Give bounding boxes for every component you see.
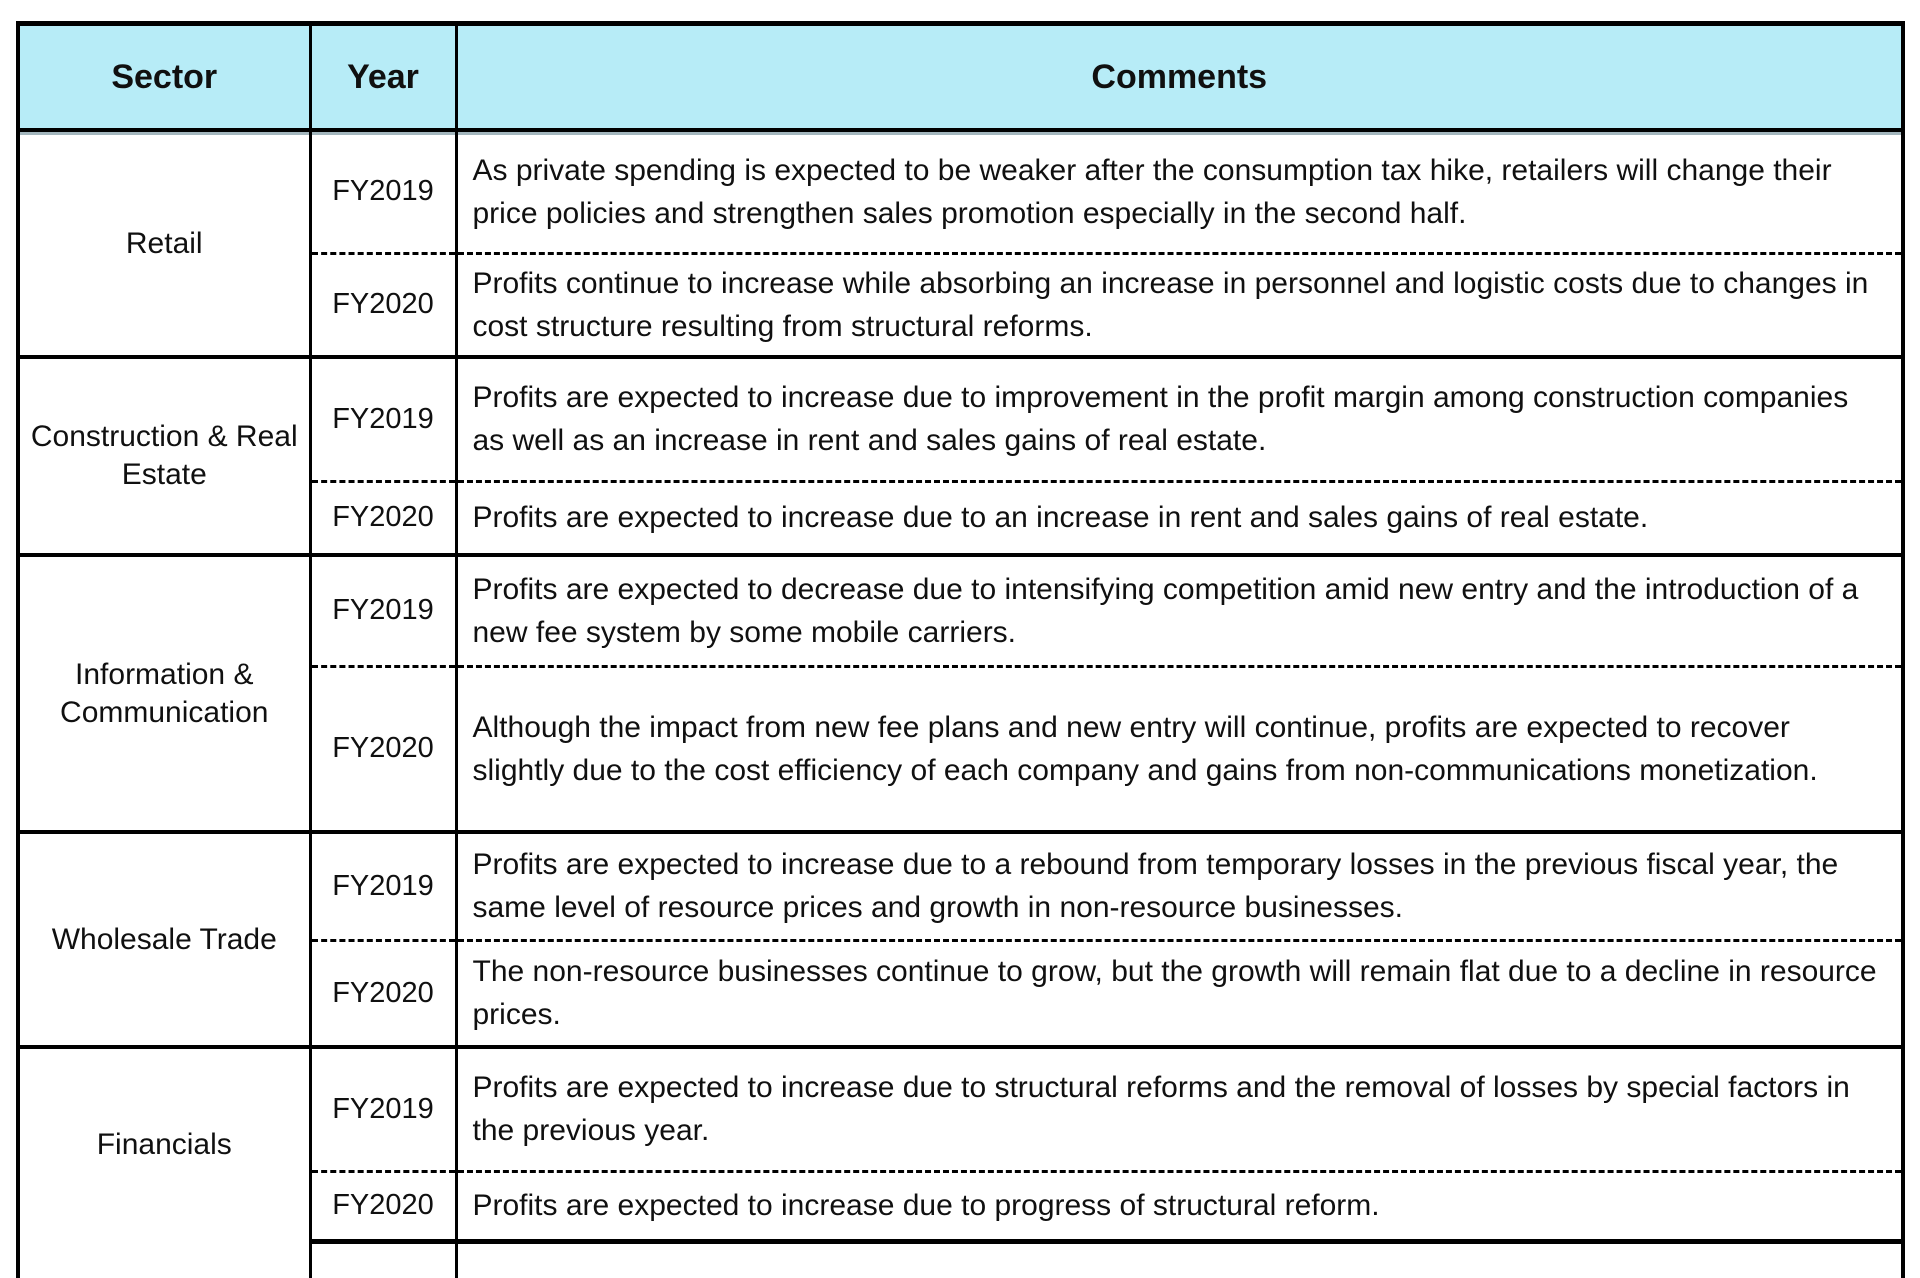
comment-cell: Profits are expected to increase due to … [456, 830, 1905, 940]
table-row: Financials FY2019 Profits are expected t… [16, 1045, 1905, 1241]
table-row: FY2020 Profits are expected to increase … [18, 479, 1905, 555]
sector-outlook-table: Sector Year Comments Retail FY2019 As pr… [16, 21, 1905, 1278]
year-cell: FY2019 [310, 355, 458, 481]
table-row: Information & Communication FY2019 Profi… [16, 553, 1905, 832]
sector-cell-financials: Financials [16, 1045, 312, 1241]
comment-cell: Profits are expected to decrease due to … [456, 553, 1905, 666]
table-row: FY2020 Profits continue to increase whil… [18, 251, 1905, 357]
sector-cell-construction-real-estate: Construction & Real Estate [16, 355, 312, 555]
table-row: Construction & Real Estate FY2019 Profit… [16, 355, 1905, 555]
comment-cell: Profits are expected to increase due to … [456, 1045, 1905, 1171]
table-row: Retail FY2019 As private spending is exp… [16, 130, 1905, 357]
table-row: FY2020 Although the impact from new fee … [18, 664, 1905, 832]
year-cell: FY2020 [310, 251, 458, 357]
column-header-comments: Comments [456, 21, 1905, 132]
comment-cell: As private spending is expected to be we… [456, 130, 1905, 253]
sector-cell-information-communication: Information & Communication [16, 553, 312, 832]
year-cell: FY2020 [310, 664, 458, 832]
comment-cell: Profits are expected to increase due to … [456, 1169, 1905, 1244]
sector-cell-retail: Retail [16, 130, 312, 357]
comment-cell: The non-resource businesses continue to … [456, 938, 1905, 1047]
comment-cell: Profits continue to increase while absor… [456, 251, 1905, 357]
column-header-sector: Sector [16, 21, 312, 132]
year-cell: FY2020 [310, 1169, 458, 1244]
column-header-year: Year [310, 21, 458, 132]
year-cell: FY2019 [310, 130, 458, 253]
comment-cell: Although the impact from new fee plans a… [456, 664, 1905, 832]
comment-cell [456, 1241, 1905, 1278]
year-cell: FY2019 [310, 1045, 458, 1171]
sector-cell [16, 1241, 312, 1278]
comment-cell: Profits are expected to increase due to … [456, 479, 1905, 555]
comment-cell: Profits are expected to increase due to … [456, 355, 1905, 481]
year-cell: FY2020 [310, 479, 458, 555]
cutoff-row-stub [16, 1241, 1905, 1278]
year-cell: FY2019 [310, 830, 458, 940]
header-row: Sector Year Comments [16, 21, 1905, 132]
year-cell [310, 1241, 458, 1278]
table-row: FY2020 The non-resource businesses conti… [18, 938, 1905, 1047]
table-row: FY2020 Profits are expected to increase … [18, 1169, 1905, 1244]
sector-cell-wholesale-trade: Wholesale Trade [16, 830, 312, 1047]
table-row: Wholesale Trade FY2019 Profits are expec… [16, 830, 1905, 1047]
year-cell: FY2019 [310, 553, 458, 666]
year-cell: FY2020 [310, 938, 458, 1047]
